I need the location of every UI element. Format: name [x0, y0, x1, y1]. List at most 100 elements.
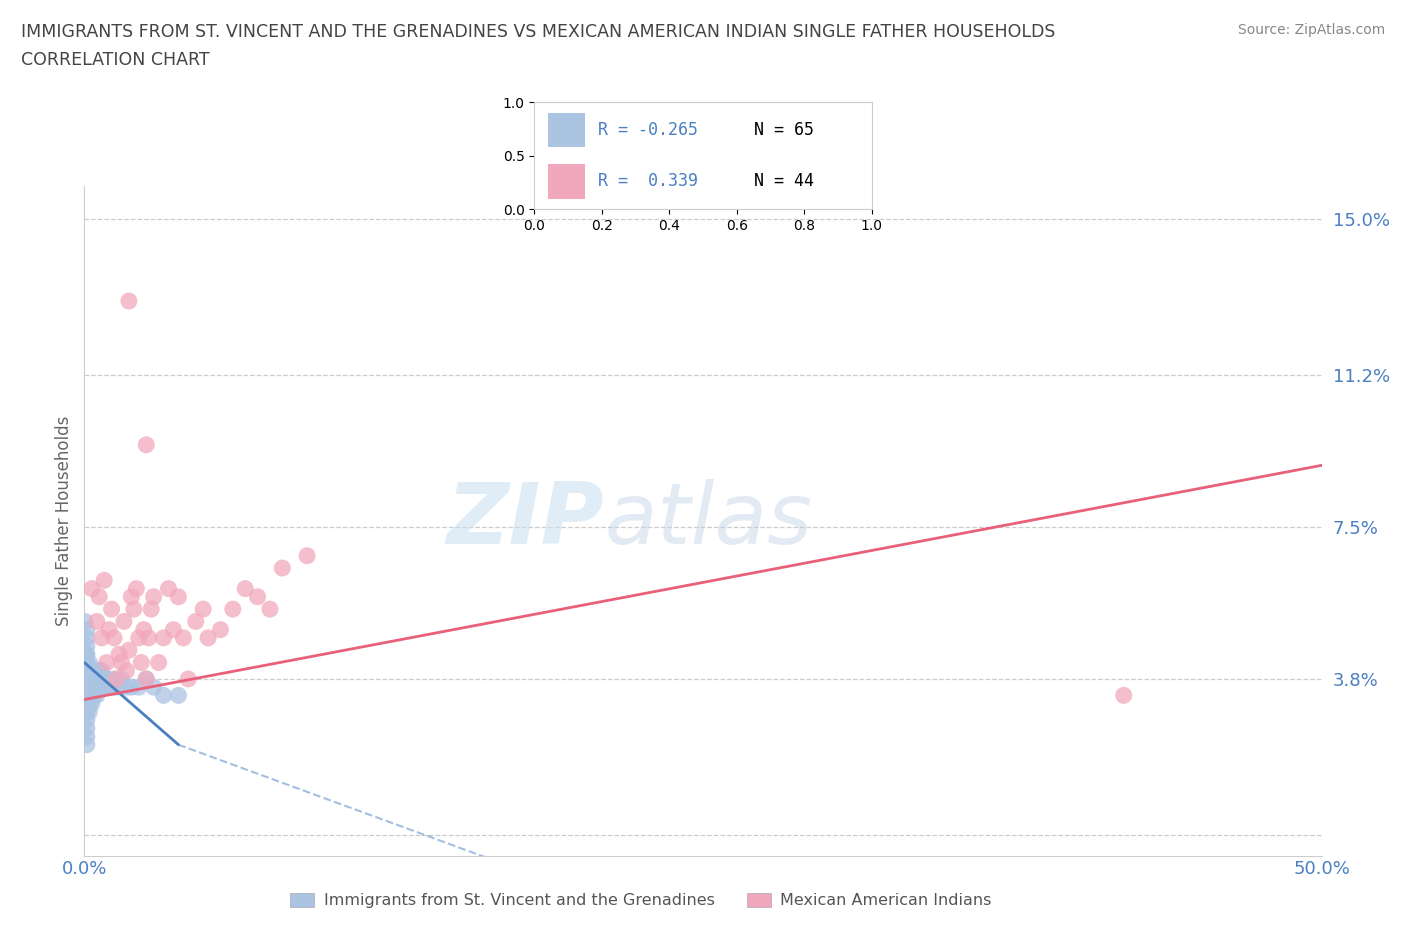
Point: [75, 647, 97, 662]
Point: [76, 697, 98, 711]
Point: [77, 671, 100, 686]
Point: [73, 614, 96, 629]
Point: [76, 647, 98, 662]
Point: [89, 680, 111, 695]
Point: [105, 680, 128, 695]
Point: [141, 602, 163, 617]
Point: [76, 737, 98, 752]
Point: [89, 663, 111, 678]
Point: [93, 671, 115, 686]
Point: [157, 581, 180, 596]
Point: [128, 631, 150, 645]
Text: Source: ZipAtlas.com: Source: ZipAtlas.com: [1237, 23, 1385, 37]
Point: [76, 671, 98, 686]
Text: atlas: atlas: [605, 479, 813, 563]
Point: [122, 602, 145, 617]
Point: [76, 688, 98, 703]
Point: [172, 631, 194, 645]
Point: [83, 671, 105, 686]
Point: [86, 614, 108, 629]
Point: [79, 688, 101, 703]
Point: [100, 602, 122, 617]
Point: [222, 602, 245, 617]
Point: [271, 561, 294, 576]
Point: [135, 671, 157, 686]
Point: [77, 680, 100, 695]
Point: [75, 663, 97, 678]
Text: CORRELATION CHART: CORRELATION CHART: [21, 51, 209, 69]
Point: [142, 680, 165, 695]
Point: [80, 671, 103, 686]
Text: N = 65: N = 65: [754, 121, 814, 140]
Point: [138, 631, 160, 645]
Point: [108, 647, 131, 662]
Point: [167, 688, 190, 703]
Point: [76, 704, 98, 719]
Point: [259, 602, 281, 617]
Point: [76, 671, 98, 686]
Point: [93, 573, 115, 588]
Point: [135, 671, 157, 686]
Text: R = -0.265: R = -0.265: [599, 121, 699, 140]
Point: [98, 680, 121, 695]
Point: [118, 294, 141, 309]
Point: [98, 622, 121, 637]
Point: [76, 631, 98, 645]
Point: [75, 671, 97, 686]
Point: [90, 631, 112, 645]
Legend: Immigrants from St. Vincent and the Grenadines, Mexican American Indians: Immigrants from St. Vincent and the Gren…: [284, 886, 998, 914]
Point: [100, 680, 122, 695]
Point: [80, 581, 103, 596]
Text: ZIP: ZIP: [446, 479, 605, 563]
Point: [110, 671, 132, 686]
Point: [76, 622, 98, 637]
Point: [83, 663, 105, 678]
Point: [79, 671, 101, 686]
Point: [77, 671, 100, 686]
Point: [177, 671, 200, 686]
Point: [89, 590, 111, 604]
Point: [80, 680, 103, 695]
Point: [96, 671, 118, 686]
Point: [76, 680, 98, 695]
Point: [90, 663, 112, 678]
Point: [152, 688, 174, 703]
Point: [120, 590, 142, 604]
Point: [209, 622, 232, 637]
Point: [77, 688, 100, 703]
Point: [76, 639, 98, 654]
Point: [75, 663, 97, 678]
Point: [80, 688, 103, 703]
Point: [118, 643, 141, 658]
Text: R =  0.339: R = 0.339: [599, 172, 699, 191]
Point: [75, 680, 97, 695]
Point: [75, 655, 97, 670]
Point: [125, 581, 148, 596]
Point: [80, 697, 103, 711]
Point: [132, 622, 155, 637]
Point: [197, 631, 219, 645]
Point: [142, 590, 165, 604]
Point: [79, 655, 101, 670]
Point: [86, 671, 108, 686]
Point: [167, 590, 190, 604]
Point: [76, 729, 98, 744]
Point: [128, 680, 150, 695]
Point: [76, 655, 98, 670]
Point: [191, 602, 214, 617]
Text: N = 44: N = 44: [754, 172, 814, 191]
Point: [162, 622, 184, 637]
Point: [86, 688, 108, 703]
Point: [76, 721, 98, 736]
FancyBboxPatch shape: [548, 165, 585, 199]
Point: [1112, 688, 1135, 703]
Point: [129, 655, 152, 670]
Point: [76, 663, 98, 678]
Point: [135, 437, 157, 452]
Point: [93, 680, 115, 695]
Y-axis label: Single Father Households: Single Father Households: [55, 416, 73, 626]
Point: [80, 663, 103, 678]
Point: [103, 671, 125, 686]
Text: IMMIGRANTS FROM ST. VINCENT AND THE GRENADINES VS MEXICAN AMERICAN INDIAN SINGLE: IMMIGRANTS FROM ST. VINCENT AND THE GREN…: [21, 23, 1056, 41]
Point: [246, 590, 269, 604]
